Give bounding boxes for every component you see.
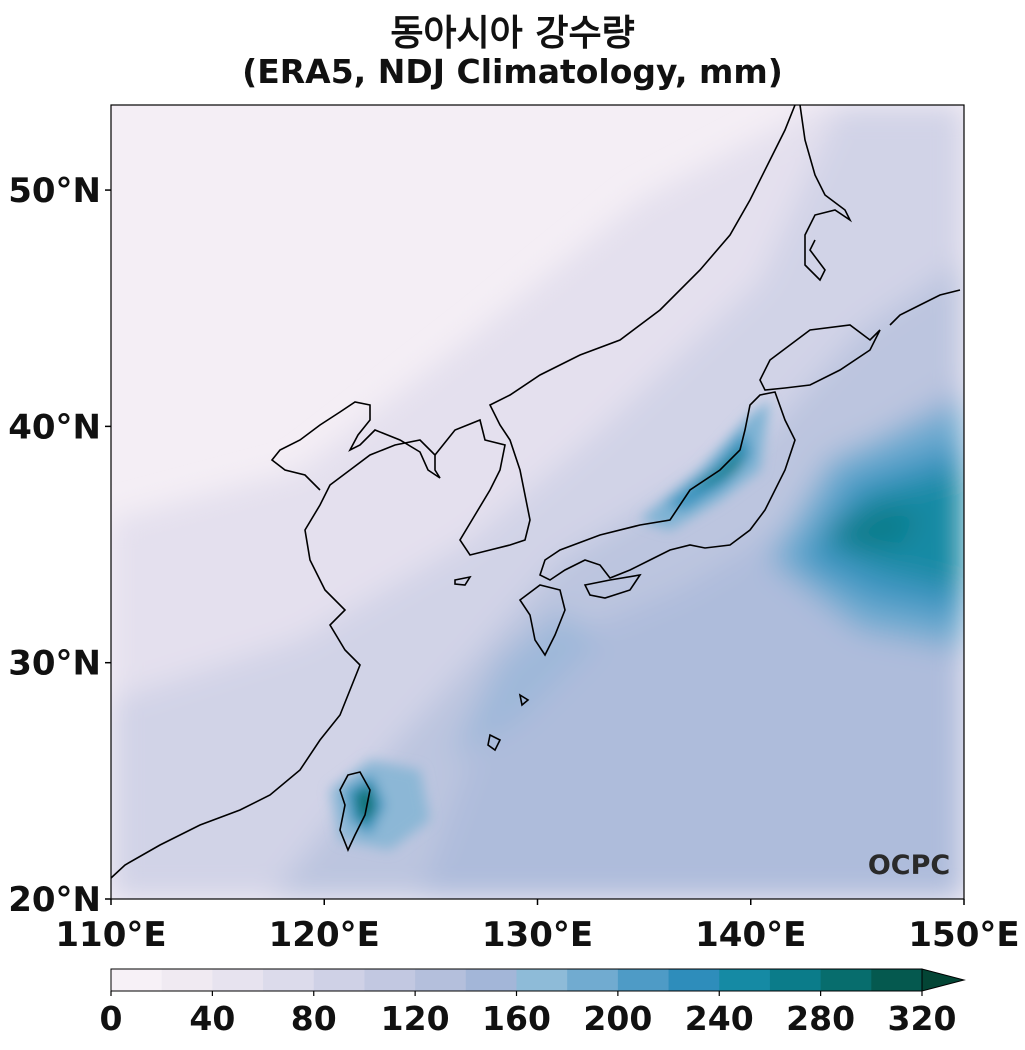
colorbar-bin — [820, 969, 872, 991]
colorbar-bin — [263, 969, 315, 991]
taiwan-coastline — [339, 771, 371, 853]
lat-tick-label: 50°N — [8, 171, 101, 211]
colorbar-bin — [212, 969, 264, 991]
hokkaido-coastline — [759, 324, 881, 391]
colorbar-bin — [313, 969, 365, 991]
ocpc-logo: OCPC — [868, 850, 950, 881]
kuril-coastline — [889, 289, 961, 326]
latitude-labels: 20°N 30°N 40°N 50°N — [8, 171, 101, 920]
colorbar-bin — [668, 969, 720, 991]
colorbar-tick-label: 240 — [685, 999, 754, 1038]
precipitation-field — [111, 105, 964, 899]
kyushu-coastline — [518, 584, 566, 657]
china-coastline — [111, 401, 441, 879]
colorbar-bin — [769, 969, 822, 991]
colorbar-tick-label: 120 — [381, 999, 450, 1038]
map-subtitle: (ERA5, NDJ Climatology, mm) — [242, 52, 783, 91]
colorbar-bin — [111, 969, 163, 991]
colorbar-bin — [617, 969, 670, 991]
colorbar-bin — [871, 969, 923, 991]
sakhalin-coastline — [799, 105, 853, 282]
coastlines — [111, 105, 961, 879]
lon-tick-label: 120°E — [269, 915, 380, 955]
colorbar-bin — [465, 969, 517, 991]
colorbar-bin — [161, 969, 213, 991]
colorbar-tick-label: 40 — [189, 999, 235, 1038]
colorbar-bin — [364, 969, 416, 991]
shikoku-coastline — [583, 573, 642, 599]
colorbar-bin — [516, 969, 568, 991]
lon-tick-label: 110°E — [55, 915, 166, 955]
colorbar-bin — [567, 969, 619, 991]
colorbar-tick-label: 160 — [482, 999, 551, 1038]
colorbar: 0 40 80 120 160 200 240 280 320 — [100, 968, 966, 1038]
colorbar-tick-label: 280 — [786, 999, 855, 1038]
lon-tick-label: 150°E — [908, 915, 1019, 955]
map-title-korean: 동아시아 강수량 — [390, 13, 635, 54]
lon-tick-label: 130°E — [482, 915, 593, 955]
logo-text: OCPC — [868, 850, 950, 881]
honshu-coastline — [539, 391, 796, 581]
colorbar-extend-arrow — [921, 968, 966, 992]
lon-tick-label: 140°E — [695, 915, 806, 955]
axis-ticks — [105, 189, 965, 905]
colorbar-tick-label: 200 — [583, 999, 652, 1038]
lat-tick-label: 20°N — [8, 880, 101, 920]
colorbar-tick-label: 320 — [888, 999, 957, 1038]
longitude-labels: 110°E 120°E 130°E 140°E 150°E — [55, 915, 1019, 955]
colorbar-bin — [415, 969, 467, 991]
colorbar-bin — [719, 969, 771, 991]
colorbar-tick-label: 80 — [291, 999, 337, 1038]
korea-russia-coastline — [434, 105, 796, 556]
lat-tick-label: 30°N — [8, 644, 101, 684]
jeju-coastline — [454, 575, 472, 586]
colorbar-tick-label: 0 — [100, 999, 123, 1038]
lat-tick-label: 40°N — [8, 407, 101, 447]
